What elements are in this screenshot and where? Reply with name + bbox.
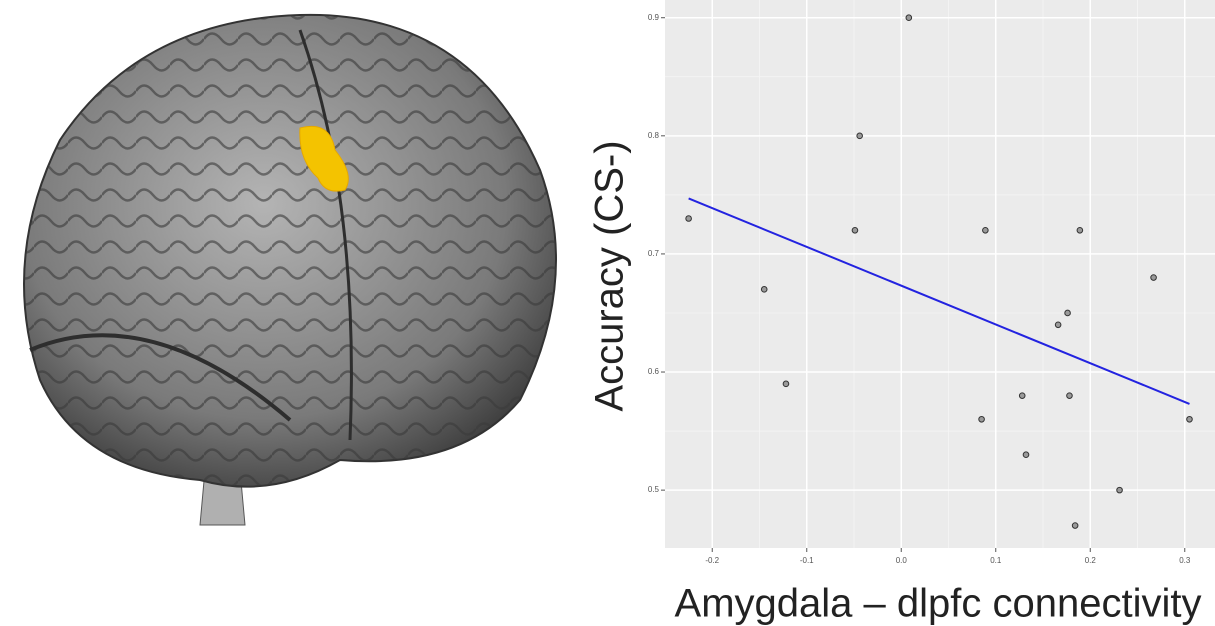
y-tick-label: 0.5 <box>648 485 660 494</box>
data-point <box>856 132 863 140</box>
x-tick-label: 0.2 <box>1085 556 1097 565</box>
x-tick-label: -0.2 <box>705 556 719 565</box>
data-point <box>982 227 989 234</box>
y-axis-title: Accuracy (CS-) <box>588 140 632 411</box>
x-tick-label: 0.1 <box>990 556 1002 565</box>
data-point <box>1071 522 1079 529</box>
y-tick-label: 0.7 <box>648 249 660 258</box>
data-point <box>905 14 913 22</box>
data-point <box>1116 486 1123 494</box>
x-tick-label: -0.1 <box>800 556 814 565</box>
data-point <box>685 215 692 222</box>
data-point <box>782 380 790 388</box>
x-tick-label: 0.0 <box>896 556 908 565</box>
data-point <box>1064 309 1071 317</box>
data-point <box>1066 392 1073 399</box>
plot-panel <box>665 0 1215 548</box>
data-point <box>1150 274 1157 281</box>
y-tick-label: 0.9 <box>648 13 660 22</box>
data-point <box>1022 451 1030 458</box>
data-point <box>1186 415 1193 423</box>
x-axis-title: Amygdala – dlpfc connectivity <box>675 582 1202 626</box>
data-point <box>1018 392 1026 399</box>
y-tick-label: 0.8 <box>648 131 660 140</box>
data-point <box>851 227 859 234</box>
brain-illustration <box>23 13 557 526</box>
x-tick-label: 0.3 <box>1179 556 1191 565</box>
data-point <box>1076 227 1084 234</box>
data-point <box>1054 321 1062 329</box>
data-point <box>760 286 768 293</box>
y-tick-label: 0.6 <box>648 367 660 376</box>
trend-line <box>688 197 1190 405</box>
data-point <box>978 415 985 423</box>
